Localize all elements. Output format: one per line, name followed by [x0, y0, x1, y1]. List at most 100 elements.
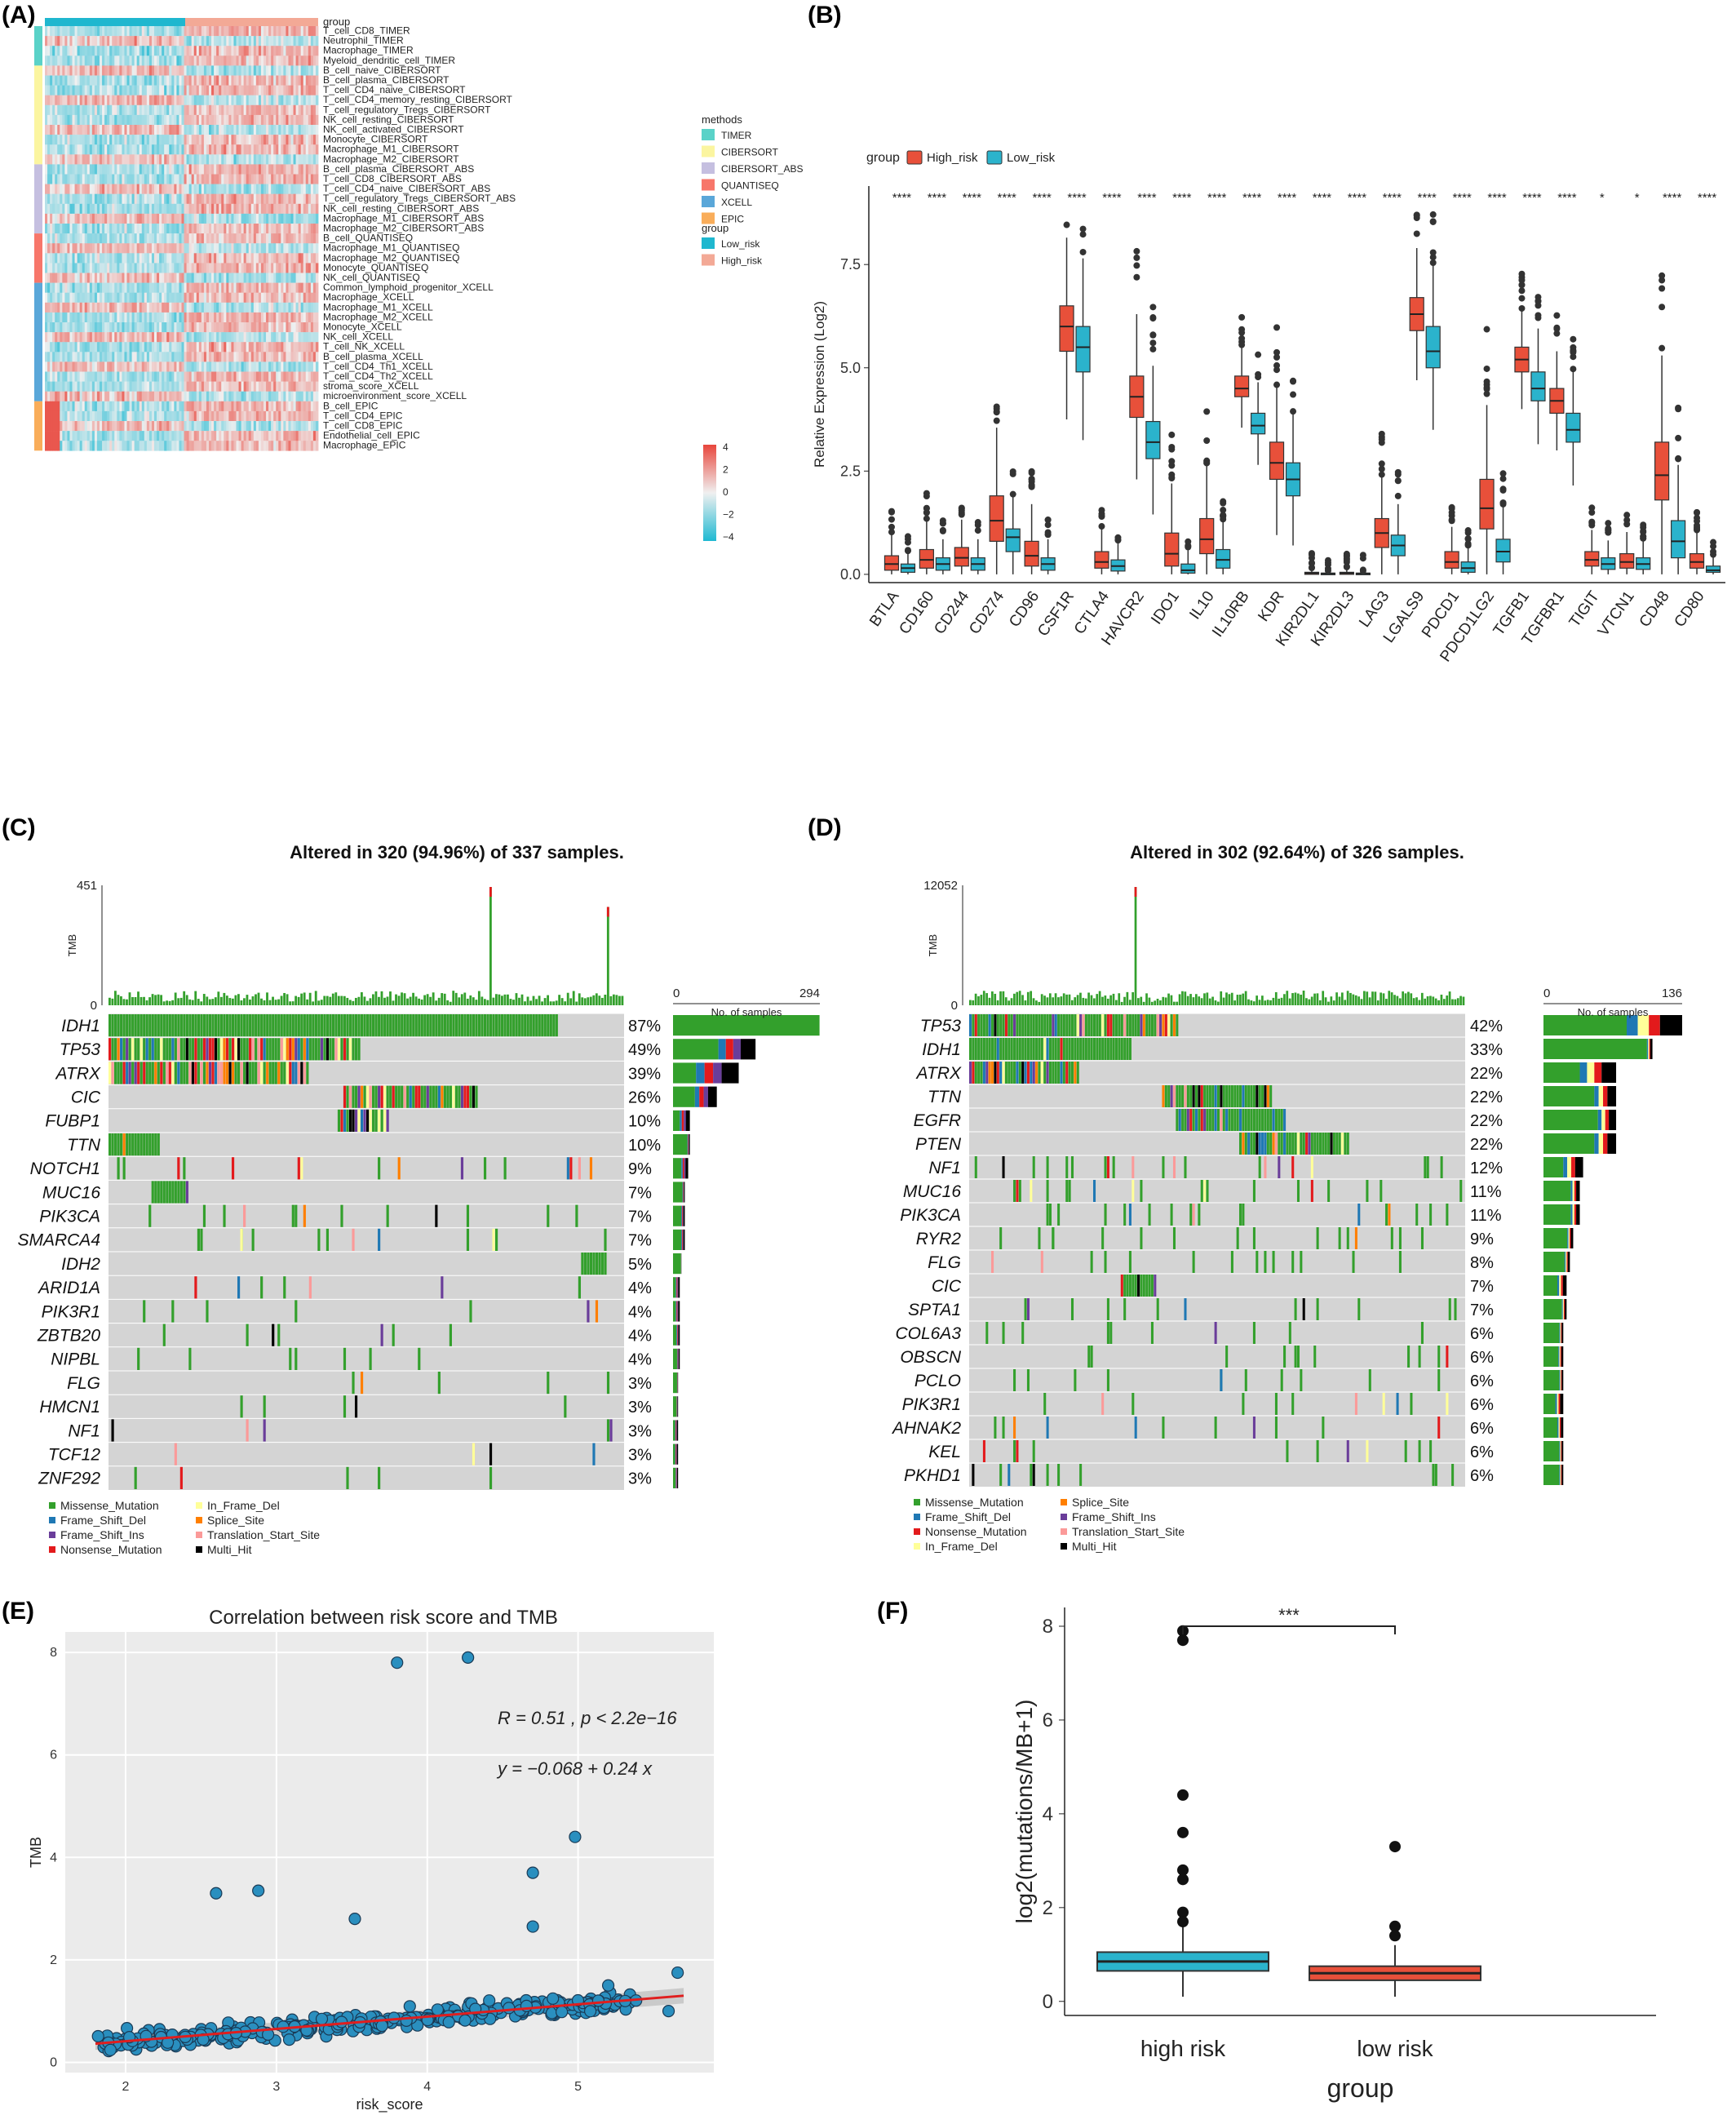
- heatmap-cell: [295, 184, 299, 194]
- heatmap-cell: [203, 410, 207, 422]
- heatmap-cell: [312, 55, 317, 66]
- heatmap-cell: [186, 193, 190, 205]
- heatmap-cell: [77, 381, 81, 392]
- heatmap-cell: [171, 193, 175, 205]
- heatmap-cell: [248, 332, 252, 343]
- heatmap-cell: [298, 26, 302, 37]
- heatmap-cell: [102, 410, 105, 422]
- heatmap-cell: [260, 184, 264, 194]
- heatmap-cell: [295, 46, 299, 56]
- heatmap-cell: [276, 441, 279, 451]
- heatmap-cell: [231, 154, 234, 165]
- heatmap-cell: [248, 114, 252, 126]
- heatmap-cell: [154, 431, 157, 441]
- heatmap-cell: [250, 135, 255, 145]
- heatmap-cell: [47, 55, 51, 66]
- heatmap-cell: [211, 75, 215, 86]
- heatmap-cell: [226, 135, 229, 145]
- heatmap-cell: [241, 104, 245, 116]
- heatmap-cell: [228, 282, 232, 293]
- x-tick-label: CD160: [896, 588, 937, 638]
- heatmap-cell: [141, 164, 145, 175]
- heatmap-cell: [129, 243, 132, 254]
- heatmap-cell: [104, 154, 108, 165]
- heatmap-cell: [47, 154, 51, 165]
- heatmap-cell: [184, 292, 187, 304]
- heatmap-cell: [77, 312, 81, 323]
- heatmap-cell: [86, 282, 91, 293]
- heatmap-cell: [47, 95, 51, 106]
- heatmap-cell: [250, 46, 255, 56]
- heatmap-cell: [224, 233, 227, 244]
- heatmap-cell: [226, 391, 229, 402]
- heatmap-cell: [206, 253, 210, 264]
- heatmap-cell: [184, 46, 187, 56]
- heatmap-cell: [273, 26, 277, 37]
- heatmap-cell: [169, 352, 172, 362]
- heatmap-cell: [255, 114, 259, 126]
- heatmap-cell: [122, 431, 125, 441]
- heatmap-cell: [196, 342, 200, 352]
- heatmap-cell: [159, 174, 162, 184]
- heatmap-cell: [226, 184, 229, 194]
- heatmap-cell: [305, 292, 309, 304]
- heatmap-cell: [171, 352, 175, 362]
- heatmap-cell: [310, 104, 314, 116]
- heatmap-cell: [69, 410, 73, 422]
- heatmap-cell: [310, 75, 314, 86]
- heatmap-cell: [114, 104, 117, 116]
- heatmap-cell: [271, 174, 274, 184]
- heatmap-cell: [228, 164, 232, 175]
- heatmap-cell: [60, 85, 63, 95]
- heatmap-cell: [62, 224, 65, 234]
- heatmap-cell: [45, 352, 48, 362]
- heatmap-cell: [260, 391, 264, 402]
- heatmap-cell: [154, 391, 157, 402]
- heatmap-cell: [203, 401, 207, 412]
- heatmap-cell: [52, 391, 55, 402]
- heatmap-cell: [109, 322, 113, 333]
- heatmap-cell: [179, 95, 182, 106]
- heatmap-cell: [243, 144, 247, 155]
- heatmap-cell: [159, 273, 162, 283]
- heatmap-cell: [131, 85, 135, 95]
- heatmap-cell: [236, 65, 239, 76]
- heatmap-cell: [228, 312, 232, 323]
- heatmap-cell: [198, 342, 202, 352]
- heatmap-cell: [290, 332, 294, 343]
- heatmap-cell: [266, 85, 269, 95]
- heatmap-cell: [72, 253, 75, 264]
- heatmap-cell: [141, 253, 145, 264]
- heatmap-cell: [169, 114, 172, 126]
- heatmap-cell: [169, 55, 172, 66]
- heatmap-cell: [166, 26, 170, 37]
- heatmap-cell: [60, 144, 63, 155]
- heatmap-cell: [109, 95, 113, 106]
- heatmap-cell: [166, 361, 170, 372]
- heatmap-cell: [124, 174, 127, 184]
- heatmap-cell: [154, 312, 157, 323]
- heatmap-cell: [226, 46, 229, 56]
- heatmap-cell: [134, 441, 138, 451]
- heatmap-cell: [201, 243, 205, 254]
- heatmap-cell: [107, 125, 110, 135]
- heatmap-cell: [246, 85, 250, 95]
- heatmap-cell: [157, 114, 160, 126]
- heatmap-cell: [188, 85, 193, 95]
- heatmap-cell: [236, 85, 239, 95]
- heatmap-cell: [169, 371, 172, 382]
- heatmap-cell: [124, 46, 127, 56]
- heatmap-cell: [174, 431, 177, 441]
- heatmap-cell: [209, 164, 212, 175]
- heatmap-cell: [258, 441, 262, 451]
- heatmap-cell: [107, 312, 110, 323]
- heatmap-cell: [226, 26, 229, 37]
- heatmap-cell: [238, 391, 241, 402]
- heatmap-cell: [154, 352, 157, 362]
- heatmap-cell: [179, 243, 182, 254]
- heatmap-cell: [196, 114, 200, 126]
- heatmap-cell: [86, 104, 91, 116]
- heatmap-cell: [159, 410, 162, 422]
- heatmap-cell: [131, 263, 135, 273]
- heatmap-cell: [107, 46, 110, 56]
